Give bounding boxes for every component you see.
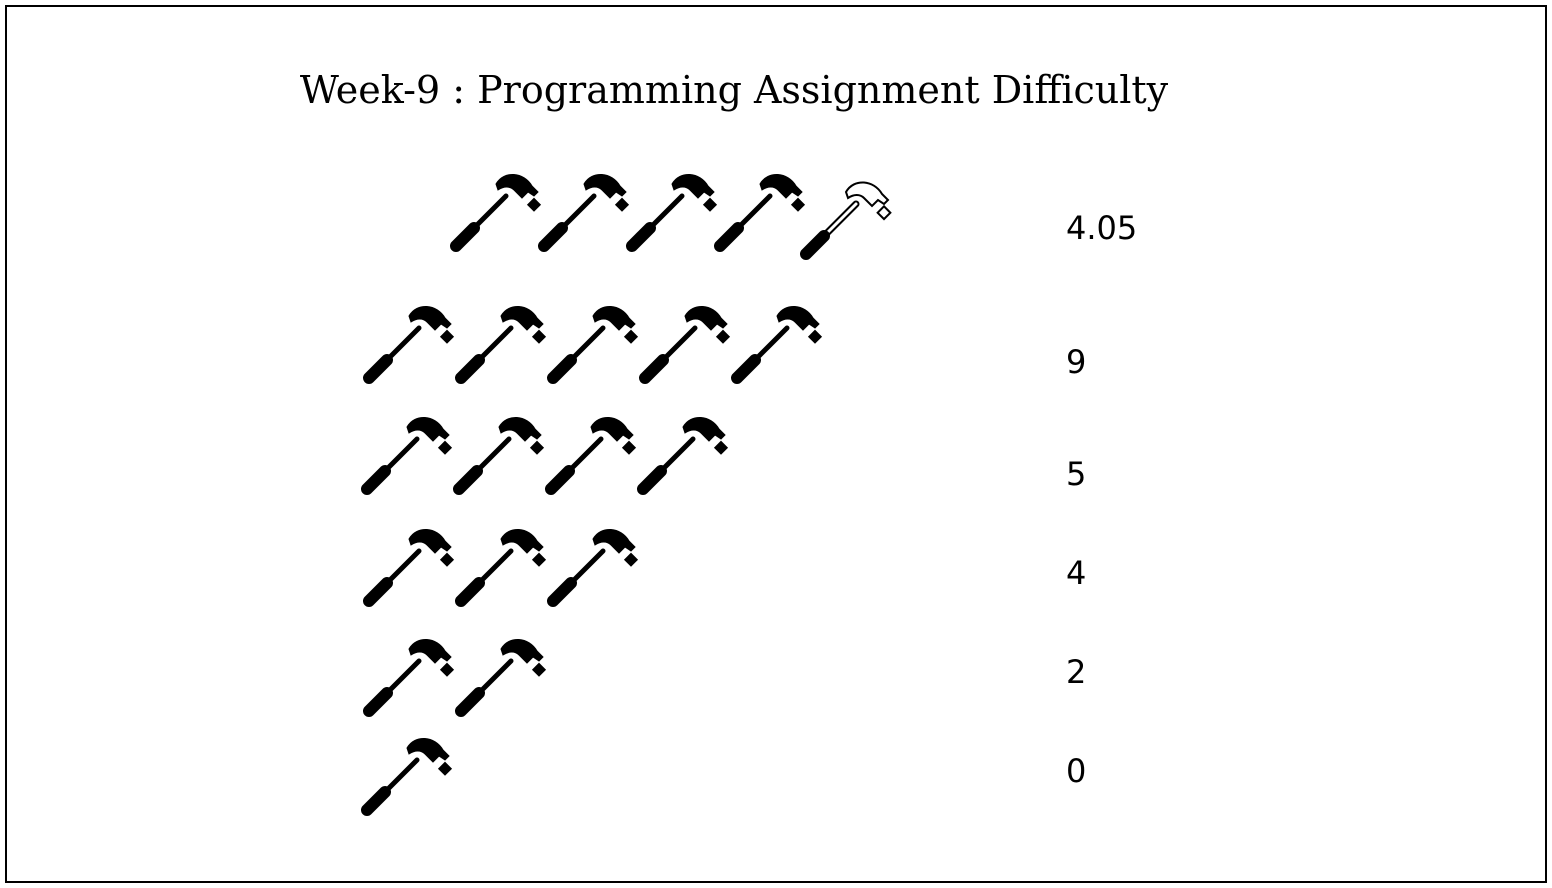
hammer-outline-icon [800, 181, 892, 260]
hammer-icon [455, 529, 547, 607]
chart-title: Week-9 : Programming Assignment Difficul… [299, 68, 1169, 112]
hammer-icon [714, 174, 806, 252]
hammer-icon [361, 738, 453, 816]
hammer-icon [626, 174, 718, 252]
hammer-icon [731, 306, 823, 384]
hammer-icon [361, 417, 453, 495]
hammer-icon [450, 174, 542, 252]
hammer-icon [547, 529, 639, 607]
row-value-label: 4 [1066, 554, 1087, 592]
row-value-label: 5 [1066, 455, 1087, 493]
hammer-icon [363, 529, 455, 607]
hammer-icon [363, 306, 455, 384]
row-value-label: 0 [1066, 752, 1087, 790]
hammer-icon [455, 306, 547, 384]
hammer-icon [637, 417, 729, 495]
hammer-icon [363, 639, 455, 717]
hammer-icon [547, 306, 639, 384]
hammer-icon [455, 639, 547, 717]
chart-frame [5, 5, 1547, 883]
row-value-label: 4.05 [1066, 209, 1138, 247]
hammer-icon [639, 306, 731, 384]
hammer-icon [545, 417, 637, 495]
row-value-label: 9 [1066, 343, 1087, 381]
hammer-icon [453, 417, 545, 495]
row-value-label: 2 [1066, 653, 1087, 691]
hammer-icon [538, 174, 630, 252]
